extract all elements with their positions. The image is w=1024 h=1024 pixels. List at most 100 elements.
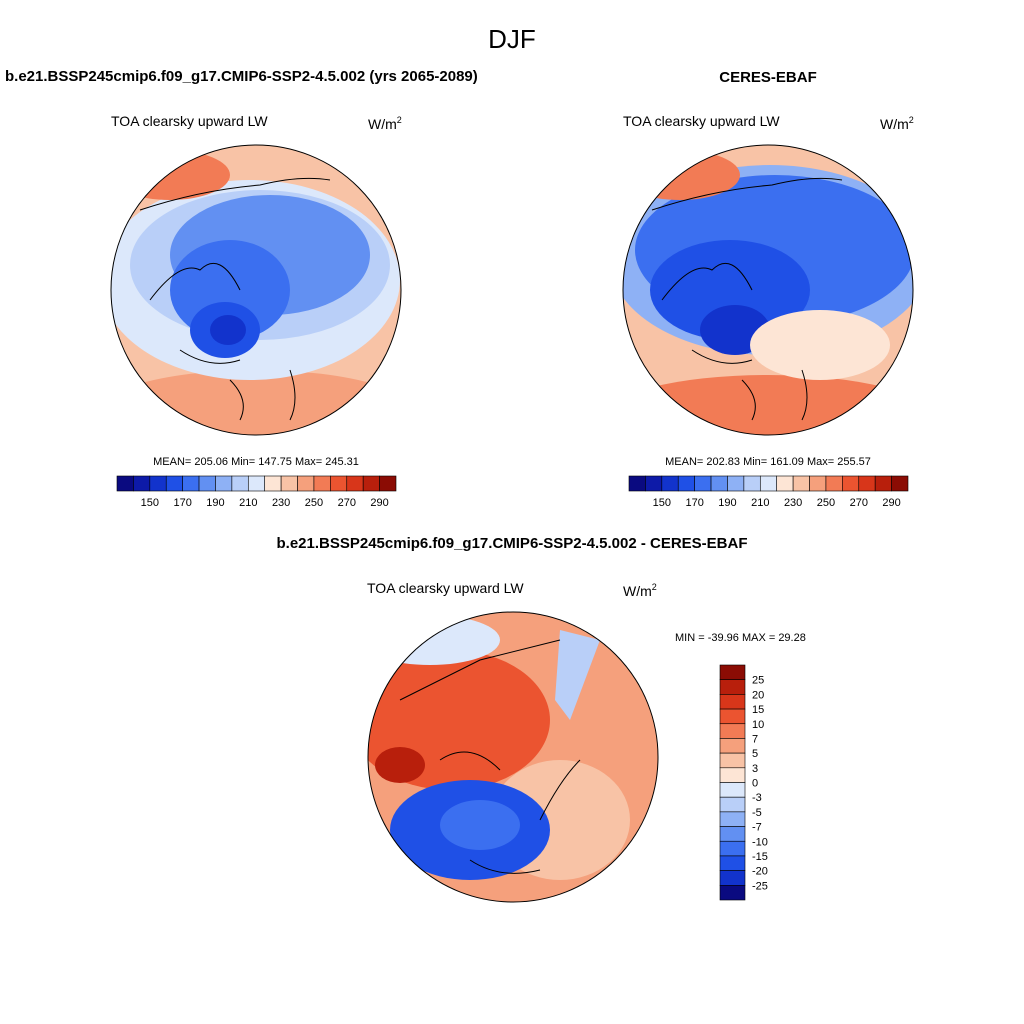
stats: MIN = -39.96 MAX = 29.28 (675, 632, 806, 644)
colorbar-box (280, 475, 298, 492)
colorbar-label: 170 (173, 497, 191, 509)
colorbar-label: 20 (752, 689, 764, 701)
colorbar-label: 270 (850, 497, 868, 509)
colorbar-box (149, 475, 167, 492)
units-base: W/m (623, 583, 652, 599)
colorbar-label: -3 (752, 792, 762, 804)
units: W/m2 (880, 115, 914, 132)
colorbar-box (719, 870, 746, 886)
colorbar-box (719, 694, 746, 710)
variable-label: TOA clearsky upward LW (623, 113, 780, 129)
variable-label: TOA clearsky upward LW (111, 113, 268, 129)
colorbar-box (247, 475, 266, 492)
panel-title: b.e21.BSSP245cmip6.f09_g17.CMIP6-SSP2-4.… (5, 68, 478, 85)
colorbar-box (727, 475, 745, 492)
colorbar-box (719, 738, 746, 754)
colorbar-box (661, 475, 679, 492)
stats: MEAN= 205.06 Min= 147.75 Max= 245.31 (153, 456, 359, 468)
colorbar-label: 150 (653, 497, 671, 509)
colorbar-box (743, 475, 761, 492)
map-model (111, 145, 401, 435)
panel-title: b.e21.BSSP245cmip6.f09_g17.CMIP6-SSP2-4.… (276, 535, 747, 552)
colorbar-label: 3 (752, 763, 758, 775)
colorbar-box (719, 708, 746, 725)
colorbar-box (891, 475, 909, 492)
colorbar-box (677, 475, 695, 492)
colorbar-box (215, 475, 233, 492)
colorbar-box (719, 796, 746, 813)
colorbar-box (759, 475, 778, 492)
colorbar-label: 150 (141, 497, 159, 509)
colorbar-label: -15 (752, 851, 768, 863)
colorbar-label: 210 (239, 497, 257, 509)
colorbar-label: 190 (206, 497, 224, 509)
colorbar-box (264, 475, 282, 492)
variable-label: TOA clearsky upward LW (367, 580, 524, 596)
colorbar-box (719, 782, 746, 798)
colorbar-box (719, 826, 746, 842)
colorbar-box (719, 855, 746, 871)
map-border (110, 144, 402, 436)
colorbar-box (645, 475, 663, 492)
colorbar-label: 170 (685, 497, 703, 509)
colorbar-label: -5 (752, 807, 762, 819)
colorbar-box (719, 664, 746, 680)
colorbar-label: -20 (752, 866, 768, 878)
colorbar-box (182, 475, 200, 492)
colorbar-label: 250 (305, 497, 323, 509)
colorbar-label: 7 (752, 733, 758, 745)
colorbar-box (719, 723, 746, 739)
map-difference (368, 612, 658, 902)
colorbar-box (346, 475, 364, 492)
colorbar-label: 25 (752, 675, 764, 687)
colorbar-box (628, 475, 646, 492)
colorbar-label: 15 (752, 704, 764, 716)
colorbar-box (694, 475, 712, 492)
colorbar-box (362, 475, 380, 492)
colorbar-box (313, 475, 331, 492)
colorbar-label: 290 (370, 497, 388, 509)
colorbar-label: 250 (817, 497, 835, 509)
colorbar-box (792, 475, 810, 492)
colorbar-box (719, 752, 746, 769)
map-border (622, 144, 914, 436)
colorbar-label: 190 (718, 497, 736, 509)
colorbar-box (719, 811, 746, 827)
colorbar-label: -10 (752, 836, 768, 848)
map-obs (623, 145, 913, 435)
colorbar-label: 230 (272, 497, 290, 509)
colorbar-box (825, 475, 843, 492)
colorbar-label: 10 (752, 719, 764, 731)
colorbar-box (116, 475, 134, 492)
colorbar-label: 290 (882, 497, 900, 509)
map-border (367, 611, 659, 903)
colorbar-label: 210 (751, 497, 769, 509)
panel-title: CERES-EBAF (719, 69, 817, 86)
colorbar-box (231, 475, 249, 492)
units-sup: 2 (397, 115, 402, 125)
colorbar-box (297, 475, 315, 492)
colorbar-label: -25 (752, 880, 768, 892)
colorbar-box (719, 840, 746, 857)
colorbar-box (719, 885, 746, 901)
colorbar-label: 230 (784, 497, 802, 509)
figure-title: DJF (488, 24, 536, 54)
colorbar-box (776, 475, 794, 492)
colorbar-label: -7 (752, 822, 762, 834)
colorbar-box (842, 475, 860, 492)
units-sup: 2 (909, 115, 914, 125)
colorbar-box (809, 475, 827, 492)
colorbar-box (379, 475, 397, 492)
colorbar-box (330, 475, 348, 492)
colorbar-label: 5 (752, 748, 758, 760)
colorbar-box (198, 475, 216, 492)
colorbar-box (165, 475, 183, 492)
colorbar-box (133, 475, 151, 492)
colorbar-box (858, 475, 876, 492)
colorbar-box (874, 475, 892, 492)
colorbar-box (719, 679, 746, 695)
units-base: W/m (880, 116, 909, 132)
colorbar-box (710, 475, 728, 492)
units-base: W/m (368, 116, 397, 132)
